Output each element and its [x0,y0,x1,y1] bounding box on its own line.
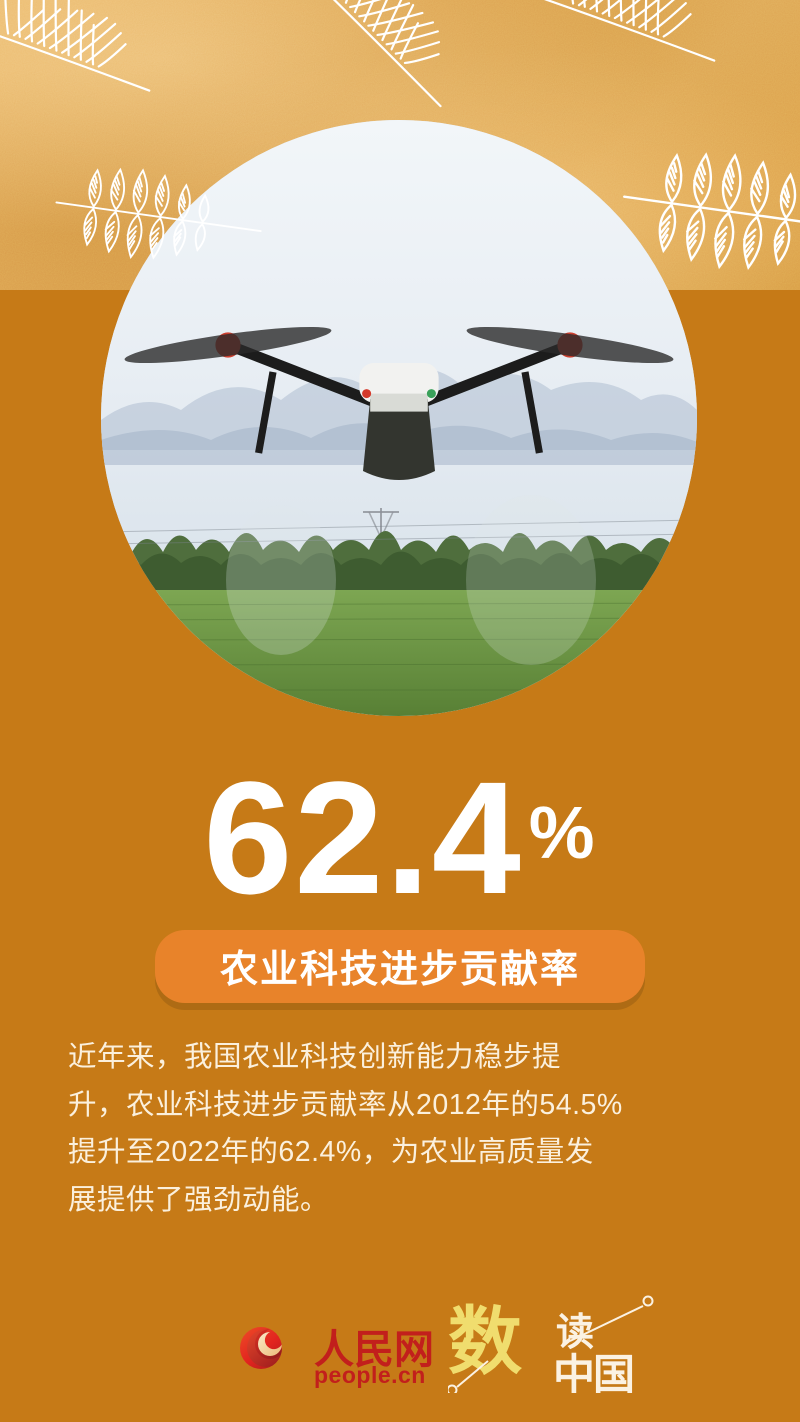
svg-text:数: 数 [448,1300,522,1383]
svg-text:中国: 中国 [553,1351,633,1393]
